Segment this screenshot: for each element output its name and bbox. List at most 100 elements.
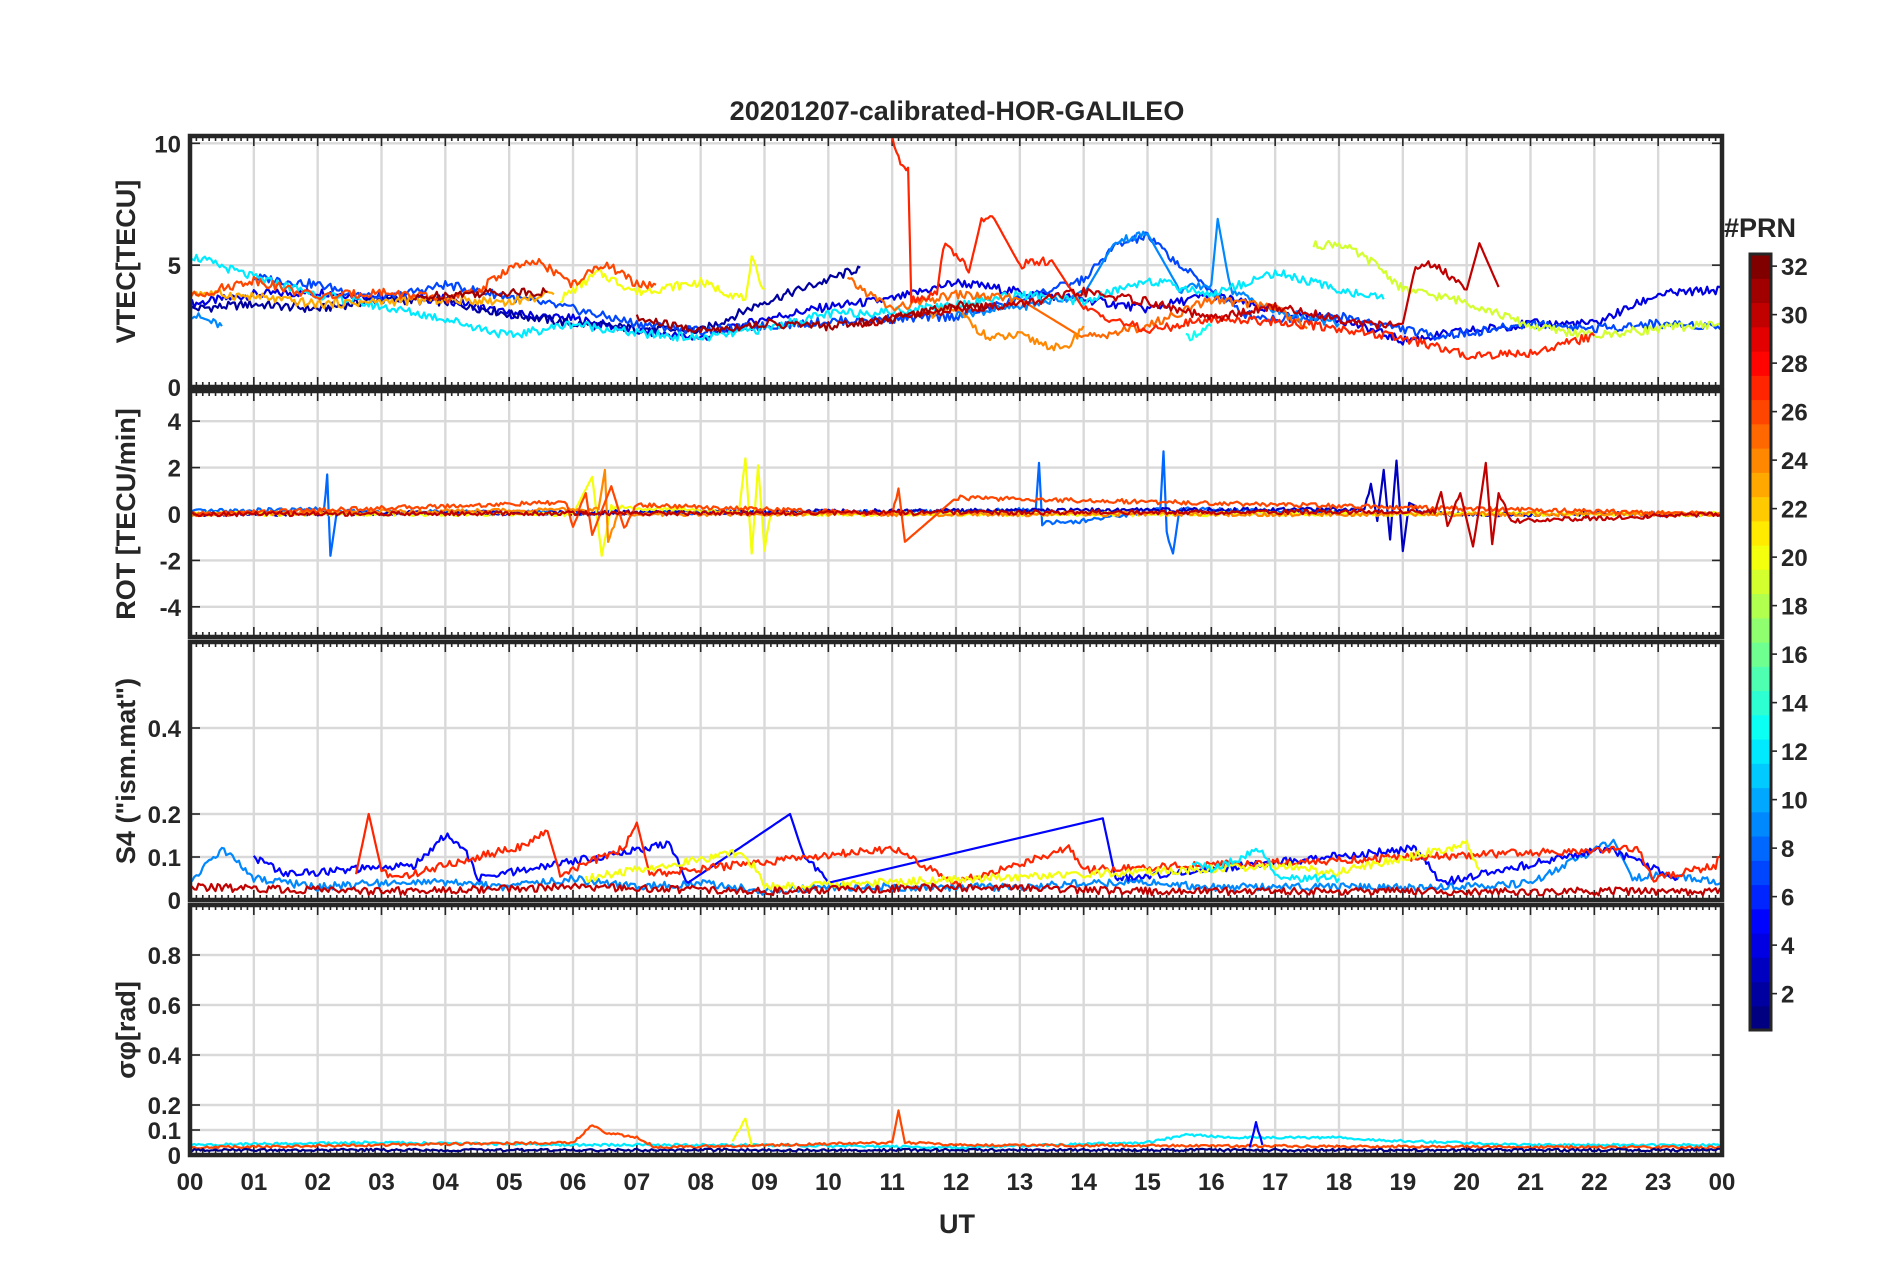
colorbar-tick-label: 4: [1781, 933, 1795, 960]
colorbar-segment: [1750, 957, 1771, 983]
colorbar-segment: [1750, 666, 1771, 692]
colorbar-segment: [1750, 933, 1771, 958]
colorbar-segment: [1750, 399, 1771, 425]
colorbar-segment: [1750, 423, 1771, 449]
colorbar-tick-label: 22: [1781, 497, 1808, 524]
y-tick-label: 2: [168, 456, 181, 483]
x-tick-label: 17: [1262, 1169, 1289, 1196]
series-line-prn-26: [190, 1109, 1722, 1150]
series-line-prn-1: [190, 1147, 1722, 1153]
series-group-sigma: [190, 1109, 1722, 1153]
x-tick-label: 13: [1006, 1169, 1033, 1196]
colorbar-tick-label: 10: [1781, 788, 1808, 815]
x-tick-label: 00: [177, 1169, 204, 1196]
y-tick-label: 0.2: [148, 802, 181, 829]
x-tick-label: 18: [1326, 1169, 1353, 1196]
series-line-prn-20: [559, 255, 766, 304]
panel-frame: [187, 639, 1725, 903]
series-group-s4: [190, 812, 1722, 897]
y-tick-label: 0: [168, 375, 181, 402]
colorbar-segment: [1750, 593, 1771, 619]
colorbar-segment: [1750, 714, 1771, 740]
x-tick-label: 23: [1645, 1169, 1672, 1196]
colorbar-tick-label: 30: [1781, 303, 1808, 330]
colorbar-segment: [1750, 351, 1771, 376]
x-tick-label: 03: [368, 1169, 395, 1196]
colorbar-segment: [1750, 326, 1771, 352]
series-line-prn-30: [190, 882, 1722, 897]
y-tick-label: 0.4: [148, 1043, 182, 1070]
series-line-prn-2: [190, 265, 861, 334]
panel-s4: 0 0.1 0.2 0.4 S4 ("ism.mat"): [111, 639, 1725, 915]
x-tick-label: 14: [1070, 1169, 1097, 1196]
colorbar-segment: [1750, 860, 1771, 886]
colorbar-segment: [1750, 520, 1771, 546]
series-line-prn-24: [929, 305, 1085, 352]
series-line-prn-30: [859, 242, 1500, 330]
colorbar-tick-label: 6: [1781, 885, 1794, 912]
series-line-prn-26: [190, 257, 657, 305]
series-line-prn-5: [1248, 1121, 1264, 1148]
colorbar-segment: [1750, 884, 1771, 910]
x-tick-label: 06: [560, 1169, 587, 1196]
series-line-prn-20: [731, 1117, 753, 1146]
colorbar-segment: [1750, 617, 1771, 643]
series-line-prn-27: [891, 136, 1596, 360]
colorbar-segment: [1750, 690, 1771, 716]
colorbar-segment: [1750, 254, 1771, 279]
colorbar-segment: [1750, 739, 1771, 764]
colorbar-segment: [1750, 1005, 1771, 1031]
colorbar-tick-label: 26: [1781, 400, 1808, 427]
colorbar-tick-label: 16: [1781, 642, 1808, 669]
colorbar-tick-label: 2: [1781, 982, 1794, 1009]
colorbar-tick-label: 20: [1781, 545, 1808, 572]
y-axis-label: σφ[rad]: [111, 981, 141, 1079]
y-tick-label: 5: [168, 253, 181, 280]
colorbar-tick-label: 24: [1781, 448, 1808, 475]
series-group-rot: [190, 450, 1722, 557]
y-tick-label: 0: [168, 888, 181, 915]
colorbar-segment: [1750, 545, 1771, 570]
y-axis-label: ROT [TECU/min]: [111, 408, 141, 619]
series-line-prn-26: [190, 485, 1722, 543]
panel-vtec: 0 5 10 VTEC[TECU]: [111, 131, 1725, 402]
series-line-prn-27: [354, 812, 1722, 886]
x-tick-label: 11: [879, 1169, 904, 1196]
x-tick-label: 19: [1389, 1169, 1416, 1196]
chart-title: 20201207-calibrated-HOR-GALILEO: [730, 96, 1185, 126]
colorbar-frame: [1748, 252, 1773, 1032]
series-line-prn-19: [1312, 239, 1722, 340]
colorbar-segment: [1750, 908, 1771, 934]
x-tick-label: 08: [687, 1169, 714, 1196]
y-tick-label: 0.1: [148, 1118, 181, 1145]
x-tick-label: 10: [815, 1169, 842, 1196]
x-tick-label: 21: [1517, 1169, 1544, 1196]
colorbar-segment: [1750, 763, 1771, 789]
y-tick-label: 4: [168, 409, 182, 436]
x-tick-label: 04: [432, 1169, 459, 1196]
x-tick-label: 01: [240, 1169, 267, 1196]
colorbar-segment: [1750, 496, 1771, 522]
colorbar-tick-label: 14: [1781, 691, 1808, 718]
y-tick-label: 0.8: [148, 943, 181, 970]
y-tick-label: -4: [160, 595, 182, 622]
colorbar-tick-label: 12: [1781, 739, 1808, 766]
series-line-prn-9: [190, 838, 1722, 896]
x-tick-label: 16: [1198, 1169, 1225, 1196]
panel-frame: [187, 388, 1725, 640]
y-tick-label: 10: [154, 131, 181, 158]
colorbar-tick-label: 32: [1781, 254, 1808, 281]
x-tick-label: 05: [496, 1169, 523, 1196]
colorbar-segment: [1750, 472, 1771, 498]
y-tick-label: 0: [168, 502, 181, 529]
colorbar-tick-label: 8: [1781, 836, 1794, 863]
y-tick-label: 0.6: [148, 993, 181, 1020]
x-tick-label: 00: [1709, 1169, 1736, 1196]
series-line-prn-9: [190, 312, 223, 329]
colorbar-segment: [1750, 811, 1771, 837]
y-tick-label: 0: [168, 1143, 181, 1170]
colorbar-segment: [1750, 787, 1771, 813]
x-tick-label: 22: [1581, 1169, 1608, 1196]
series-line-prn-30: [190, 461, 1722, 548]
